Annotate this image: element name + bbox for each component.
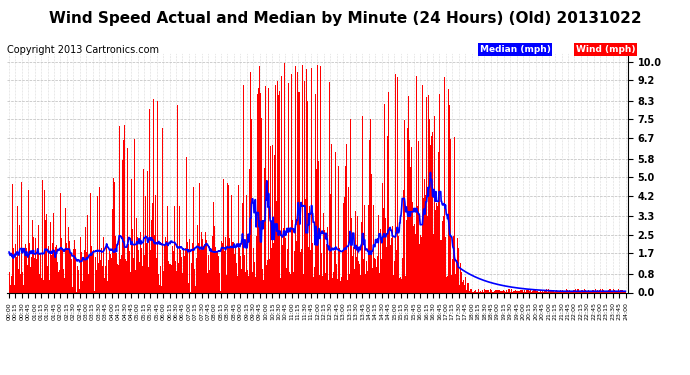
- Text: Wind Speed Actual and Median by Minute (24 Hours) (Old) 20131022: Wind Speed Actual and Median by Minute (…: [49, 11, 641, 26]
- Text: Copyright 2013 Cartronics.com: Copyright 2013 Cartronics.com: [7, 45, 159, 55]
- Text: Wind (mph): Wind (mph): [576, 45, 635, 54]
- Text: Median (mph): Median (mph): [480, 45, 551, 54]
